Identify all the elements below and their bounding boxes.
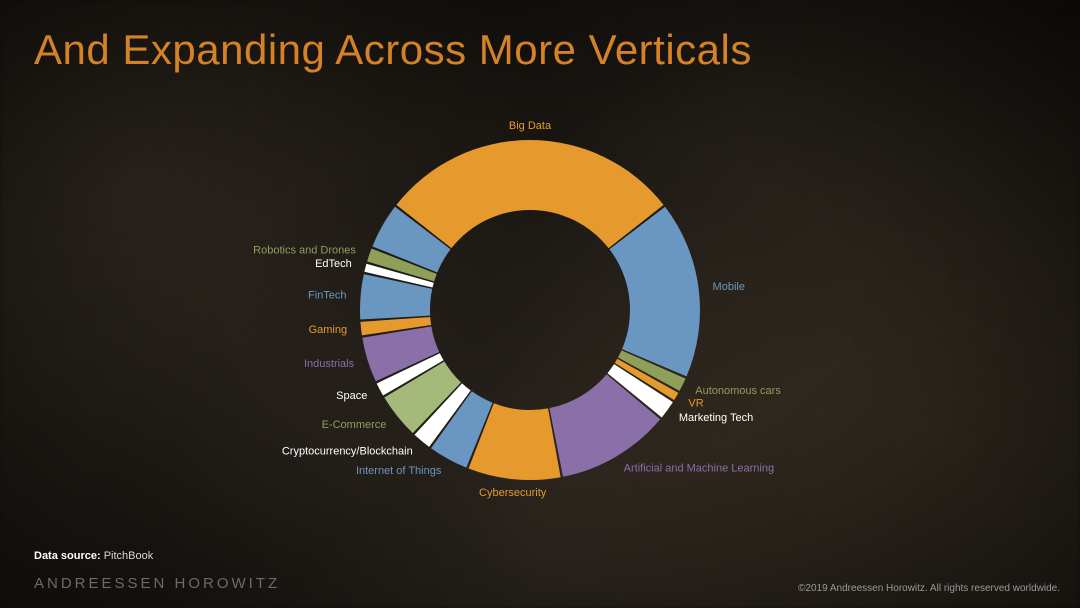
page-title: And Expanding Across More Verticals [34, 26, 752, 74]
vignette [0, 0, 1080, 608]
data-source-label: Data source: [34, 550, 101, 562]
copyright: ©2019 Andreessen Horowitz. All rights re… [798, 583, 1060, 594]
data-source: Data source: PitchBook [34, 550, 153, 562]
data-source-value: PitchBook [104, 550, 154, 562]
brand: ANDREESSEN HOROWITZ [34, 575, 280, 592]
